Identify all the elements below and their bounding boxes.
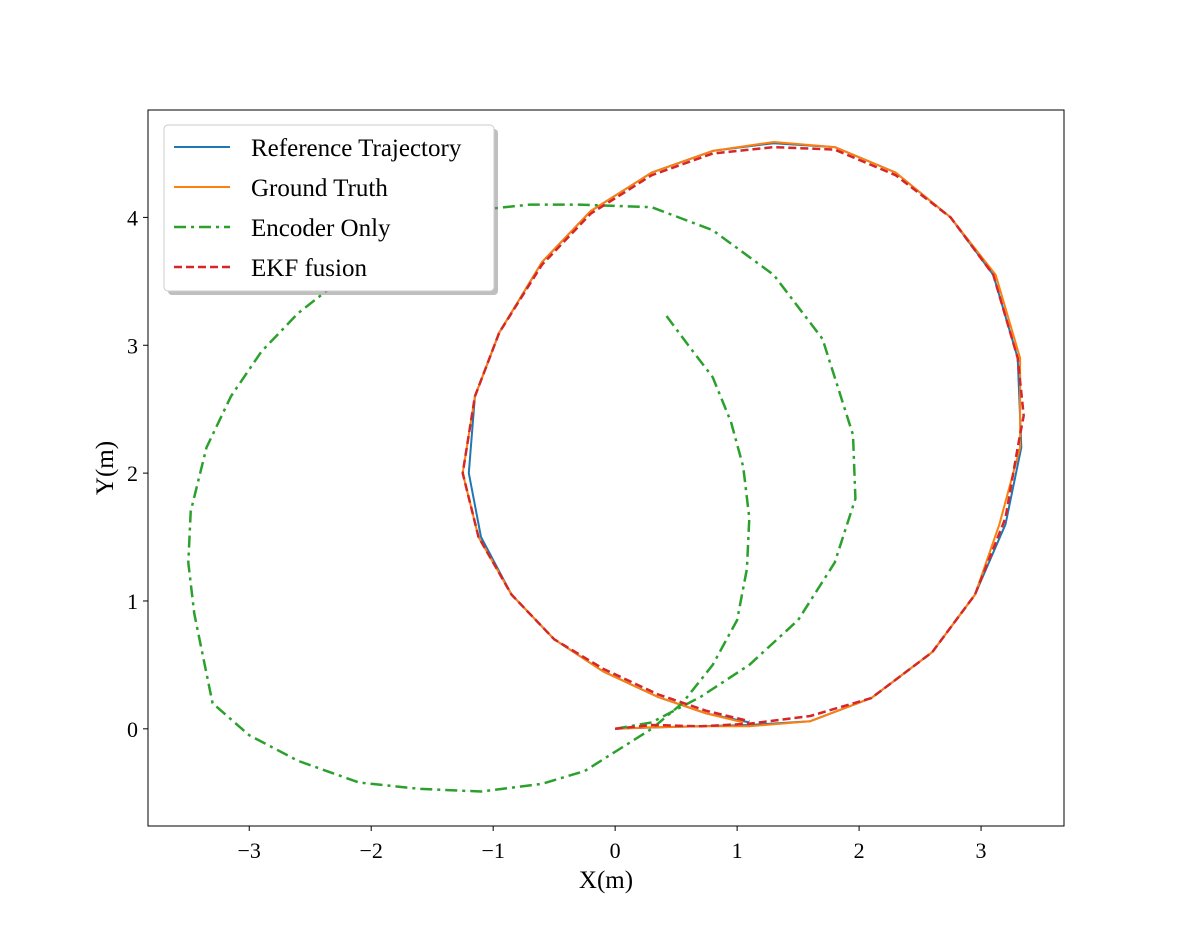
x-tick-label: 0 [610,838,621,863]
x-tick-label: −2 [359,838,382,863]
x-axis: −3 −2 −1 0 1 2 3 [238,826,987,863]
legend-label-4: EKF fusion [251,255,367,282]
series-line-4 [461,145,1025,731]
y-tick-label: 4 [127,205,138,230]
legend: Reference Trajectory Ground Truth Encoder … [163,124,498,295]
y-tick-label: 2 [127,461,138,486]
y-tick-label: 1 [127,589,138,614]
y-axis: 0 1 2 3 4 [127,205,148,742]
y-tick-label: 3 [127,333,138,358]
legend-label-1: Reference Trajectory [251,135,462,162]
y-axis-label: Y(m) [92,441,119,495]
x-axis-label: X(m) [579,867,633,894]
x-tick-label: 1 [732,838,743,863]
y-tick-label: 0 [127,717,138,742]
series-layer [187,141,1025,793]
x-tick-label: −3 [238,838,261,863]
legend-label-2: Ground Truth [251,175,388,202]
x-tick-label: −1 [481,838,504,863]
legend-box [163,124,495,292]
x-tick-label: 2 [854,838,865,863]
series-line-3 [187,203,857,793]
legend-label-3: Encoder Only [251,215,391,242]
x-tick-label: 3 [976,838,987,863]
